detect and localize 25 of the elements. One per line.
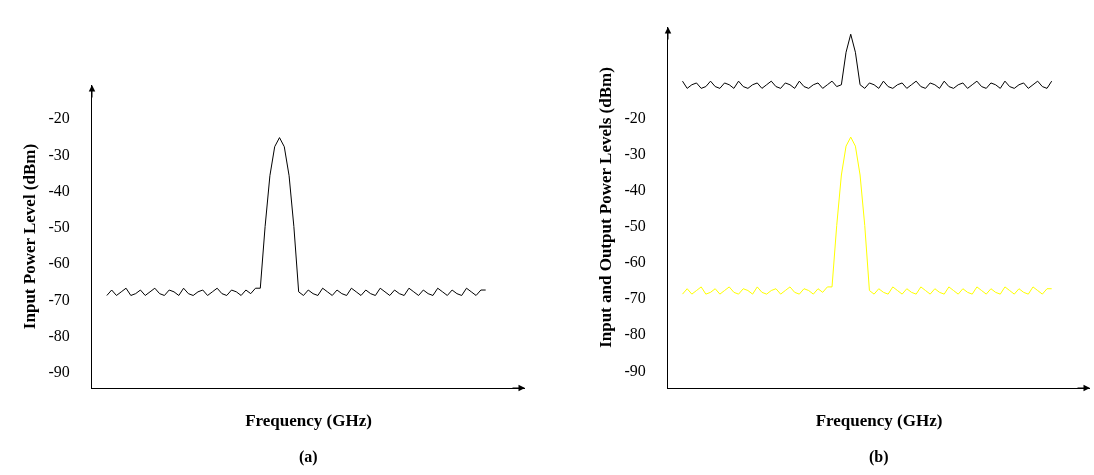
y-axis-title: Input Power Level (dBm) bbox=[20, 143, 40, 330]
y-tick-label: -80 bbox=[48, 326, 70, 344]
text: (b) bbox=[869, 448, 889, 466]
text: (a) bbox=[299, 448, 318, 466]
y-tick-label: -30 bbox=[624, 144, 646, 162]
y-tick-label: -90 bbox=[624, 361, 646, 379]
y-axis-title: Input and Output Power Levels (dBm) bbox=[596, 67, 616, 348]
y-tick-label: -50 bbox=[48, 218, 70, 236]
y-tick-label: -90 bbox=[48, 363, 70, 381]
y-tick-label: -70 bbox=[624, 289, 646, 307]
y-tick-label: -20 bbox=[624, 108, 646, 126]
y-tick-label: -30 bbox=[48, 145, 70, 163]
y-tick-label: -70 bbox=[48, 290, 70, 308]
line-series bbox=[106, 137, 487, 296]
x-axis-title: Frequency (GHz) bbox=[245, 411, 372, 431]
x-axis-title: Frequency (GHz) bbox=[815, 411, 943, 431]
y-tick-label: -60 bbox=[48, 254, 70, 272]
y-tick-label: -80 bbox=[624, 325, 646, 343]
line-series bbox=[681, 33, 1053, 89]
y-tick-label: -50 bbox=[624, 217, 646, 235]
line-series bbox=[681, 136, 1053, 295]
y-tick-label: -20 bbox=[48, 109, 70, 127]
y-tick-label: -40 bbox=[48, 181, 70, 199]
y-tick-label: -60 bbox=[624, 253, 646, 271]
y-tick-label: -40 bbox=[624, 181, 646, 199]
